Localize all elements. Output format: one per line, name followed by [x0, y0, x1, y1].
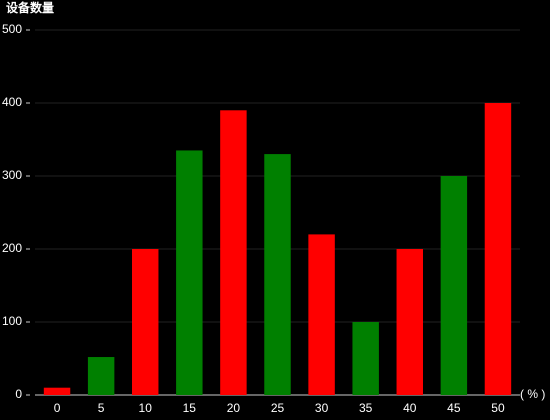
y-tick-label: 100: [2, 314, 22, 328]
y-tick-label: 400: [2, 95, 22, 109]
x-tick-label: 25: [271, 401, 285, 415]
bar: [220, 110, 247, 396]
x-tick-label: 50: [491, 401, 505, 415]
bar: [396, 249, 423, 395]
x-tick-label: 20: [227, 401, 241, 415]
y-tick-label: 200: [2, 241, 22, 255]
bar: [132, 249, 159, 395]
x-tick-label: 5: [98, 401, 105, 415]
bar: [264, 154, 291, 395]
bar: [352, 322, 379, 395]
bar: [87, 357, 115, 395]
x-tick-label: 40: [403, 401, 417, 415]
x-tick-label: 30: [315, 401, 329, 415]
bar: [308, 234, 335, 395]
y-tick-label: 0: [15, 387, 22, 401]
x-tick-label: 45: [447, 401, 461, 415]
bar: [484, 103, 512, 395]
x-axis-title: ( % ): [520, 387, 545, 401]
bar: [43, 387, 71, 395]
x-tick-label: 35: [359, 401, 373, 415]
y-tick-label: 500: [2, 22, 22, 36]
y-axis-title: 设备数量: [6, 0, 54, 15]
y-tick-label: 300: [2, 168, 22, 182]
x-tick-label: 0: [54, 401, 61, 415]
bar: [440, 176, 468, 395]
bar: [176, 150, 203, 395]
x-tick-label: 15: [183, 401, 197, 415]
x-tick-label: 10: [139, 401, 153, 415]
